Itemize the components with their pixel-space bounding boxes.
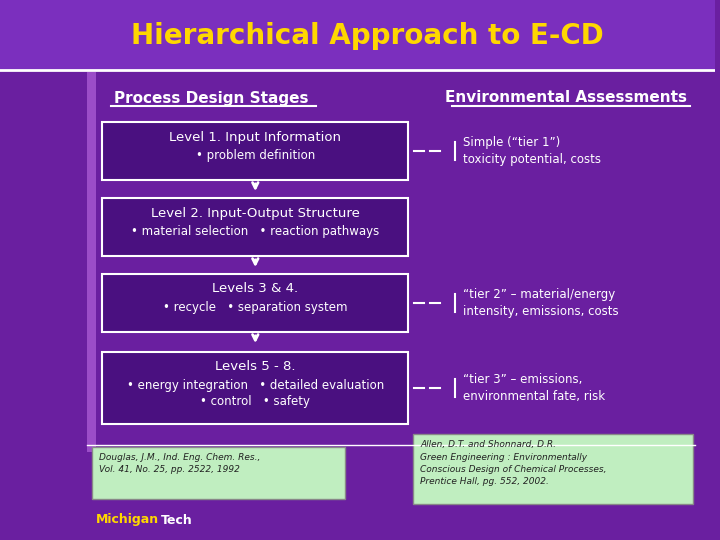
Text: • recycle   • separation system: • recycle • separation system [163,300,348,314]
Bar [87,72,96,452]
Text: Level 1. Input Information: Level 1. Input Information [169,131,341,144]
FancyBboxPatch shape [102,274,408,332]
Text: Hierarchical Approach to E-CD: Hierarchical Approach to E-CD [131,22,604,50]
Text: Tech: Tech [161,514,193,526]
Text: Level 2. Input-Output Structure: Level 2. Input-Output Structure [151,206,360,219]
Bar [0,0,715,70]
Text: Douglas, J.M., Ind. Eng. Chem. Res.,
Vol. 41, No. 25, pp. 2522, 1992: Douglas, J.M., Ind. Eng. Chem. Res., Vol… [99,453,261,475]
FancyBboxPatch shape [92,447,345,499]
Text: • problem definition: • problem definition [196,148,315,161]
Text: Levels 5 - 8.: Levels 5 - 8. [215,361,295,374]
FancyBboxPatch shape [102,122,408,180]
Text: • energy integration   • detailed evaluation: • energy integration • detailed evaluati… [127,379,384,392]
FancyBboxPatch shape [413,434,693,504]
Text: Simple (“tier 1”)
toxicity potential, costs: Simple (“tier 1”) toxicity potential, co… [463,136,601,166]
Text: • control   • safety: • control • safety [200,395,310,408]
Text: • material selection   • reaction pathways: • material selection • reaction pathways [131,225,379,238]
Text: Michigan: Michigan [96,514,160,526]
Text: Allen, D.T. and Shonnard, D.R.
Green Engineering : Environmentally
Conscious Des: Allen, D.T. and Shonnard, D.R. Green Eng… [420,440,607,487]
Text: Levels 3 & 4.: Levels 3 & 4. [212,282,298,295]
Text: “tier 2” – material/energy
intensity, emissions, costs: “tier 2” – material/energy intensity, em… [463,288,618,318]
Text: Process Design Stages: Process Design Stages [114,91,309,105]
FancyBboxPatch shape [102,352,408,424]
FancyBboxPatch shape [102,198,408,256]
Text: “tier 3” – emissions,
environmental fate, risk: “tier 3” – emissions, environmental fate… [463,373,605,403]
Text: Environmental Assessments: Environmental Assessments [445,91,687,105]
